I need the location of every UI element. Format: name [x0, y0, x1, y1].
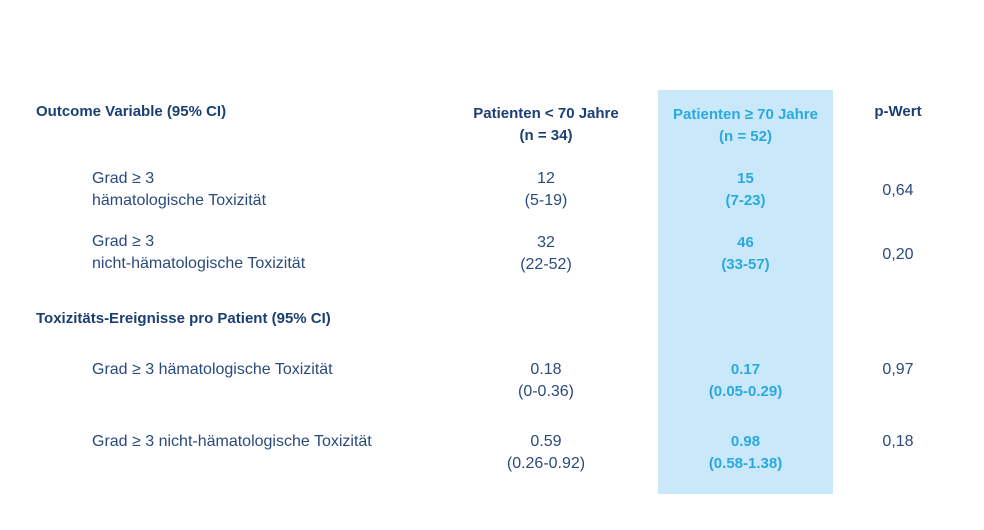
row-label-line2: nicht-hämatologische Toxizität: [92, 255, 306, 272]
old-value-main: 15: [737, 170, 754, 187]
column-header-old-n: (n = 52): [719, 128, 772, 145]
old-value-ci: (0.58-1.38): [708, 455, 783, 472]
young-value-ci: (0.26-0.92): [506, 455, 586, 472]
old-value-ci: (0.05-0.29): [708, 383, 783, 400]
young-value-main: 0.59: [530, 433, 562, 450]
column-header-p-value: p-Wert: [874, 103, 922, 120]
old-value: 46 (33-57): [658, 232, 833, 276]
young-value-main: 32: [537, 234, 555, 251]
column-header-old-label: Patienten ≥ 70 Jahre: [673, 106, 818, 123]
p-value: 0,18: [882, 433, 914, 450]
young-value: 0.18 (0-0.36): [490, 359, 602, 403]
young-value-ci: (0-0.36): [517, 383, 575, 400]
young-value: 12 (5-19): [490, 168, 602, 212]
column-header-old: Patienten ≥ 70 Jahre (n = 52): [658, 104, 833, 148]
row-label-line1: Grad ≥ 3: [92, 233, 155, 250]
p-value: 0,97: [882, 361, 914, 378]
row-label: Grad ≥ 3 nicht-hämatologische Toxizität: [92, 433, 372, 450]
section-title-outcome: Outcome Variable (95% CI): [36, 103, 227, 120]
old-value-main: 0.17: [730, 361, 761, 378]
row-label-line1: Grad ≥ 3: [92, 170, 155, 187]
row-label: Grad ≥ 3 nicht-hämatologische Toxizität: [92, 231, 305, 275]
column-header-young-label: Patienten < 70 Jahre: [473, 105, 619, 122]
section-title-events: Toxizitäts-Ereignisse pro Patient (95% C…: [36, 310, 331, 327]
column-header-young-n: (n = 34): [519, 127, 573, 144]
old-value-main: 0.98: [730, 433, 761, 450]
young-value-ci: (22-52): [520, 256, 572, 273]
p-value: 0,20: [882, 246, 914, 263]
row-label: Grad ≥ 3 hämatologische Toxizität: [92, 361, 333, 378]
young-value: 0.59 (0.26-0.92): [490, 431, 602, 475]
old-value-ci: (33-57): [721, 256, 770, 273]
old-value-ci: (7-23): [725, 192, 766, 209]
row-label: Grad ≥ 3 hämatologische Toxizität: [92, 168, 266, 212]
column-header-young: Patienten < 70 Jahre (n = 34): [460, 103, 632, 147]
highlighted-column-background: [658, 90, 833, 494]
old-value: 0.17 (0.05-0.29): [658, 359, 833, 403]
young-value-main: 0.18: [530, 361, 562, 378]
young-value: 32 (22-52): [490, 232, 602, 276]
p-value: 0,64: [882, 182, 914, 199]
row-label-line2: hämatologische Toxizität: [92, 192, 267, 209]
young-value-main: 12: [537, 170, 555, 187]
old-value-main: 46: [737, 234, 754, 251]
old-value: 15 (7-23): [658, 168, 833, 212]
old-value: 0.98 (0.58-1.38): [658, 431, 833, 475]
young-value-ci: (5-19): [524, 192, 568, 209]
